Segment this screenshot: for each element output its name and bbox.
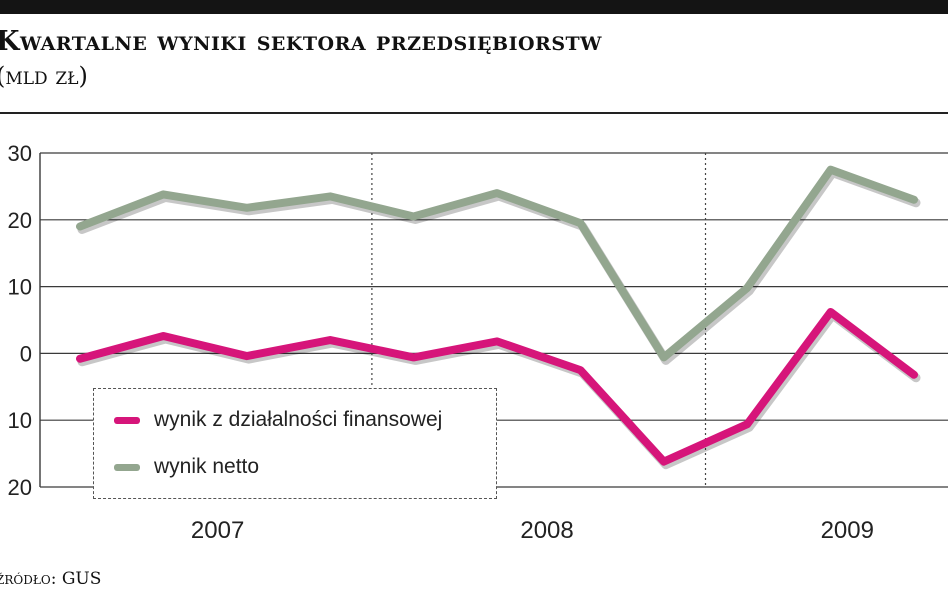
data-point — [493, 337, 501, 345]
legend-swatch-netto — [114, 463, 140, 471]
data-point — [493, 189, 501, 197]
y-tick-label: 20 — [8, 208, 32, 233]
data-point — [76, 222, 84, 230]
y-tick-label: 0 — [20, 341, 32, 366]
data-point — [576, 366, 584, 374]
chart-subtitle: (mld zł) — [0, 62, 88, 90]
data-point — [743, 284, 751, 292]
data-point — [827, 308, 835, 316]
line-chart: 20 10 0 10 20 30 2007 2008 2009 — [8, 141, 948, 544]
legend-swatch-finansowy — [114, 416, 140, 424]
x-year-label: 2009 — [821, 517, 874, 544]
header-rule — [0, 112, 948, 114]
legend-item-netto: wynik netto — [114, 452, 259, 482]
axis-labels: 20 10 0 10 20 30 2007 2008 2009 — [8, 141, 874, 544]
data-point — [243, 204, 251, 212]
x-year-label: 2008 — [520, 517, 573, 544]
data-point — [660, 353, 668, 361]
source-note: źródło: GUS — [0, 569, 102, 589]
y-tick-label: 30 — [8, 141, 32, 166]
y-tick-label: 20 — [8, 475, 32, 500]
data-point — [410, 212, 418, 220]
y-tick-label: 10 — [8, 275, 32, 300]
data-point — [159, 190, 167, 198]
data-point — [159, 332, 167, 340]
y-tick-label: 10 — [8, 408, 32, 433]
data-point — [326, 192, 334, 200]
data-point — [910, 371, 918, 379]
legend-label: wynik z działalności finansowej — [154, 408, 443, 431]
legend-label: wynik netto — [154, 455, 260, 478]
chart-title: Kwartalne wyniki sektora przedsiębiorstw — [0, 26, 603, 57]
data-point — [576, 219, 584, 227]
data-point — [660, 458, 668, 466]
data-point — [76, 355, 84, 363]
data-point — [910, 196, 918, 204]
top-bar — [0, 0, 948, 14]
legend-item-finansowy: wynik z działalności finansowej — [114, 405, 442, 435]
legend: wynik z działalności finansowej wynik ne… — [93, 388, 497, 499]
data-point — [243, 352, 251, 360]
x-year-label: 2007 — [191, 517, 244, 544]
series-layer — [76, 165, 921, 470]
data-point — [410, 353, 418, 361]
data-point — [827, 166, 835, 174]
data-point — [326, 336, 334, 344]
data-point — [743, 420, 751, 428]
